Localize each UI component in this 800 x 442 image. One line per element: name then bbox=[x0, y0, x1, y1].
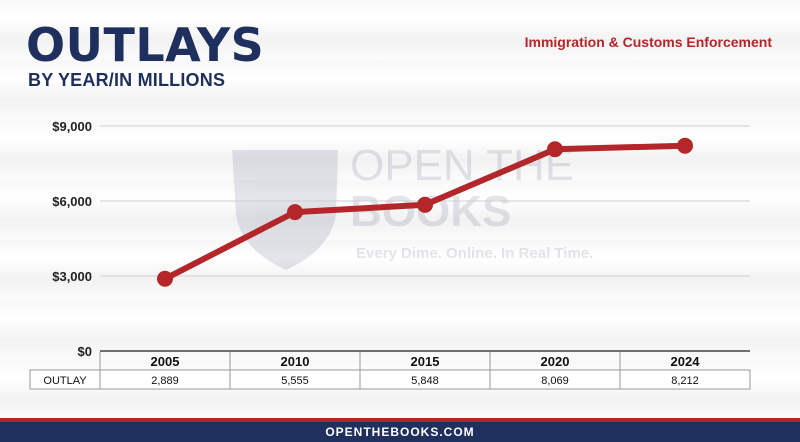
x-category-label: 2010 bbox=[281, 354, 310, 369]
watermark-line2: BOOKS bbox=[350, 187, 511, 236]
data-point bbox=[547, 141, 563, 158]
y-tick-label: $6,000 bbox=[52, 194, 92, 209]
watermark-line1: OPEN THE bbox=[350, 141, 574, 190]
table-value: 8,069 bbox=[541, 375, 569, 387]
table-value: 5,555 bbox=[281, 375, 309, 387]
data-table-row bbox=[29, 369, 751, 390]
table-value: 8,212 bbox=[671, 375, 699, 387]
footer-url: OPENTHEBOOKS.COM bbox=[325, 425, 475, 439]
data-point bbox=[157, 270, 173, 287]
table-row-label: OUTLAY bbox=[43, 375, 87, 387]
table-value: 2,889 bbox=[151, 375, 179, 387]
x-category-label: 2005 bbox=[151, 354, 180, 369]
x-category-label: 2024 bbox=[671, 354, 701, 369]
y-tick-label: $0 bbox=[78, 344, 92, 359]
x-category-label: 2020 bbox=[541, 354, 570, 369]
table-value: 5,848 bbox=[411, 375, 439, 387]
y-tick-label: $9,000 bbox=[52, 119, 92, 134]
watermark: OPEN THE BOOKS Every Dime. Online. In Re… bbox=[232, 141, 593, 270]
data-point bbox=[677, 137, 693, 154]
footer-bar: OPENTHEBOOKS.COM bbox=[0, 418, 800, 442]
shield-icon bbox=[232, 150, 338, 270]
data-point bbox=[287, 204, 303, 221]
y-tick-label: $3,000 bbox=[52, 269, 92, 284]
chart-title: OUTLAYS bbox=[26, 18, 265, 72]
x-category-label: 2015 bbox=[411, 354, 440, 369]
watermark-tagline: Every Dime. Online. In Real Time. bbox=[356, 245, 593, 262]
data-point bbox=[417, 196, 433, 213]
agency-name: Immigration & Customs Enforcement bbox=[524, 34, 772, 50]
chart-subtitle: BY YEAR/IN MILLIONS bbox=[28, 70, 226, 90]
